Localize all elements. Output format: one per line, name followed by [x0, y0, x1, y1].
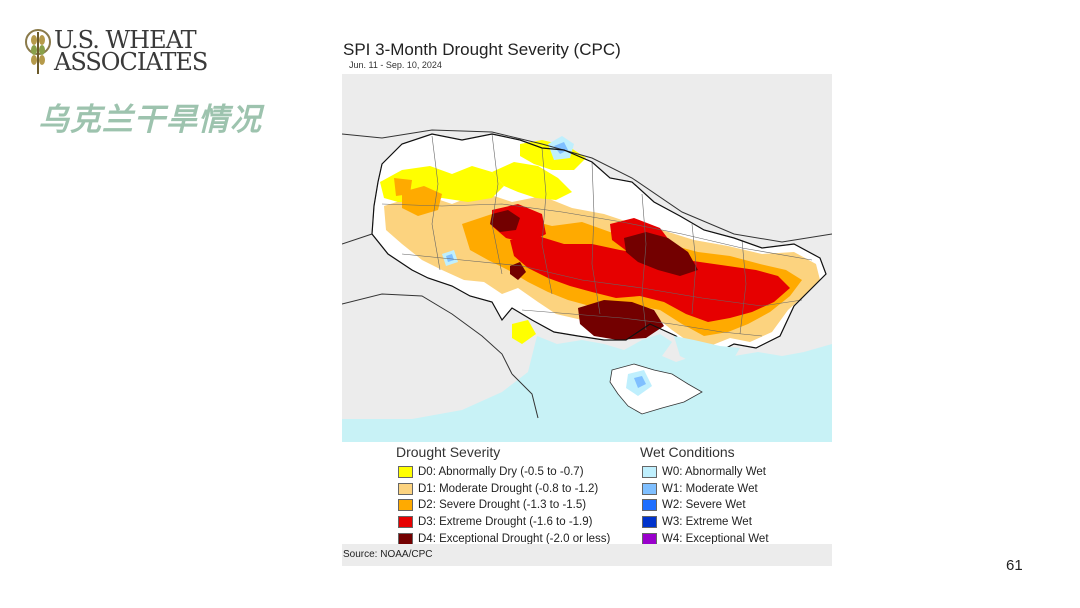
crimea-w1 — [634, 376, 646, 388]
d2-region-northwest — [394, 178, 412, 196]
legend-label-w3: W3: Extreme Wet — [662, 516, 752, 529]
legend: Drought Severity Wet Conditions D0: Abno… — [342, 442, 832, 547]
legend-item-w0: W0: Abnormally Wet — [642, 464, 769, 481]
map-title: SPI 3-Month Drought Severity (CPC) — [343, 40, 621, 59]
d4-region-northwest — [490, 210, 520, 232]
legend-label-d2: D2: Severe Drought (-1.3 to -1.5) — [418, 499, 587, 512]
legend-item-d2: D2: Severe Drought (-1.3 to -1.5) — [398, 497, 610, 514]
legend-item-w1: W1: Moderate Wet — [642, 481, 769, 498]
oblast-boundaries — [381, 133, 813, 337]
d4-region-northeast — [624, 232, 698, 276]
legend-label-d3: D3: Extreme Drought (-1.6 to -1.9) — [418, 516, 593, 529]
legend-item-d4: D4: Exceptional Drought (-2.0 or less) — [398, 530, 610, 547]
d0-region-south — [512, 320, 536, 344]
source-bar: Source: NOAA/CPC — [342, 544, 832, 566]
sea-of-azov — [674, 336, 740, 364]
drought-legend-list: D0: Abnormally Dry (-0.5 to -0.7) D1: Mo… — [398, 464, 610, 547]
legend-label-w2: W2: Severe Wet — [662, 499, 746, 512]
legend-item-d1: D1: Moderate Drought (-0.8 to -1.2) — [398, 481, 610, 498]
country-borders — [342, 129, 832, 419]
swatch-d4 — [398, 532, 413, 545]
map-date-range: Jun. 11 - Sep. 10, 2024 — [349, 60, 442, 70]
legend-label-w0: W0: Abnormally Wet — [662, 466, 766, 479]
swatch-d2 — [398, 499, 413, 512]
swatch-w0 — [642, 466, 657, 479]
swatch-d1 — [398, 482, 413, 495]
legend-label-d0: D0: Abnormally Dry (-0.5 to -0.7) — [418, 466, 584, 479]
swatch-w3 — [642, 516, 657, 529]
black-sea — [342, 334, 832, 442]
legend-item-d0: D0: Abnormally Dry (-0.5 to -0.7) — [398, 464, 610, 481]
legend-label-w1: W1: Moderate Wet — [662, 482, 758, 495]
page-number: 61 — [1006, 557, 1023, 574]
w1-spot-west — [446, 254, 454, 262]
drought-map — [342, 74, 832, 442]
us-wheat-logo: U.S. WHEAT ASSOCIATES — [24, 28, 214, 78]
drought-map-figure: SPI 3-Month Drought Severity (CPC) Jun. … — [340, 38, 832, 566]
swatch-d0 — [398, 466, 413, 479]
d4-region-west — [510, 262, 526, 280]
wheat-icon — [25, 29, 51, 74]
ukraine-border — [371, 133, 827, 355]
legend-item-w4: W4: Exceptional Wet — [642, 530, 769, 547]
legend-item-w2: W2: Severe Wet — [642, 497, 769, 514]
legend-item-d3: D3: Extreme Drought (-1.6 to -1.9) — [398, 514, 610, 531]
logo-line-1: U.S. WHEAT — [54, 26, 197, 54]
drought-legend-heading: Drought Severity — [396, 444, 501, 460]
source-text: Source: NOAA/CPC — [343, 549, 433, 560]
swatch-w2 — [642, 499, 657, 512]
swatch-w1 — [642, 482, 657, 495]
wet-legend-heading: Wet Conditions — [640, 444, 735, 460]
slide-title: 乌克兰干旱情况 — [38, 102, 262, 138]
swatch-w4 — [642, 532, 657, 545]
legend-label-d4: D4: Exceptional Drought (-2.0 or less) — [418, 532, 611, 545]
d0-region-central — [492, 162, 572, 200]
legend-label-w4: W4: Exceptional Wet — [662, 532, 769, 545]
logo-line-2: ASSOCIATES — [54, 48, 208, 76]
legend-label-d1: D1: Moderate Drought (-0.8 to -1.2) — [418, 482, 599, 495]
legend-item-w3: W3: Extreme Wet — [642, 514, 769, 531]
w1-spot-north — [554, 142, 568, 154]
d2-region-west — [402, 186, 442, 216]
wet-legend-list: W0: Abnormally Wet W1: Moderate Wet W2: … — [642, 464, 769, 547]
swatch-d3 — [398, 516, 413, 529]
